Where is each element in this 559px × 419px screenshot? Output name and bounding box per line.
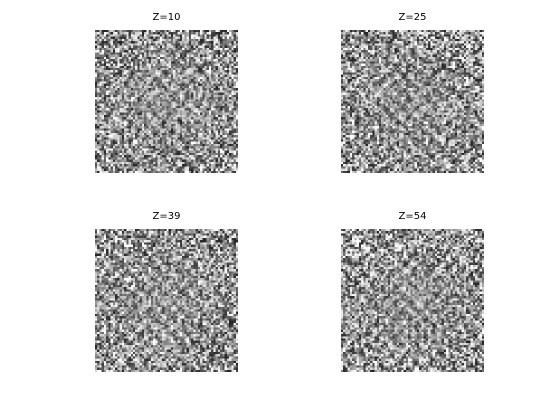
slice-image-z54 xyxy=(341,229,484,372)
slice-image-z25 xyxy=(341,30,484,173)
panel-title-z10: Z=10 xyxy=(152,12,181,23)
panel-title-z54: Z=54 xyxy=(398,211,427,222)
slice-image-z39 xyxy=(95,229,238,372)
panel-title-z25: Z=25 xyxy=(398,12,427,23)
panel-title-z39: Z=39 xyxy=(152,211,181,222)
slice-image-z10 xyxy=(95,30,238,173)
